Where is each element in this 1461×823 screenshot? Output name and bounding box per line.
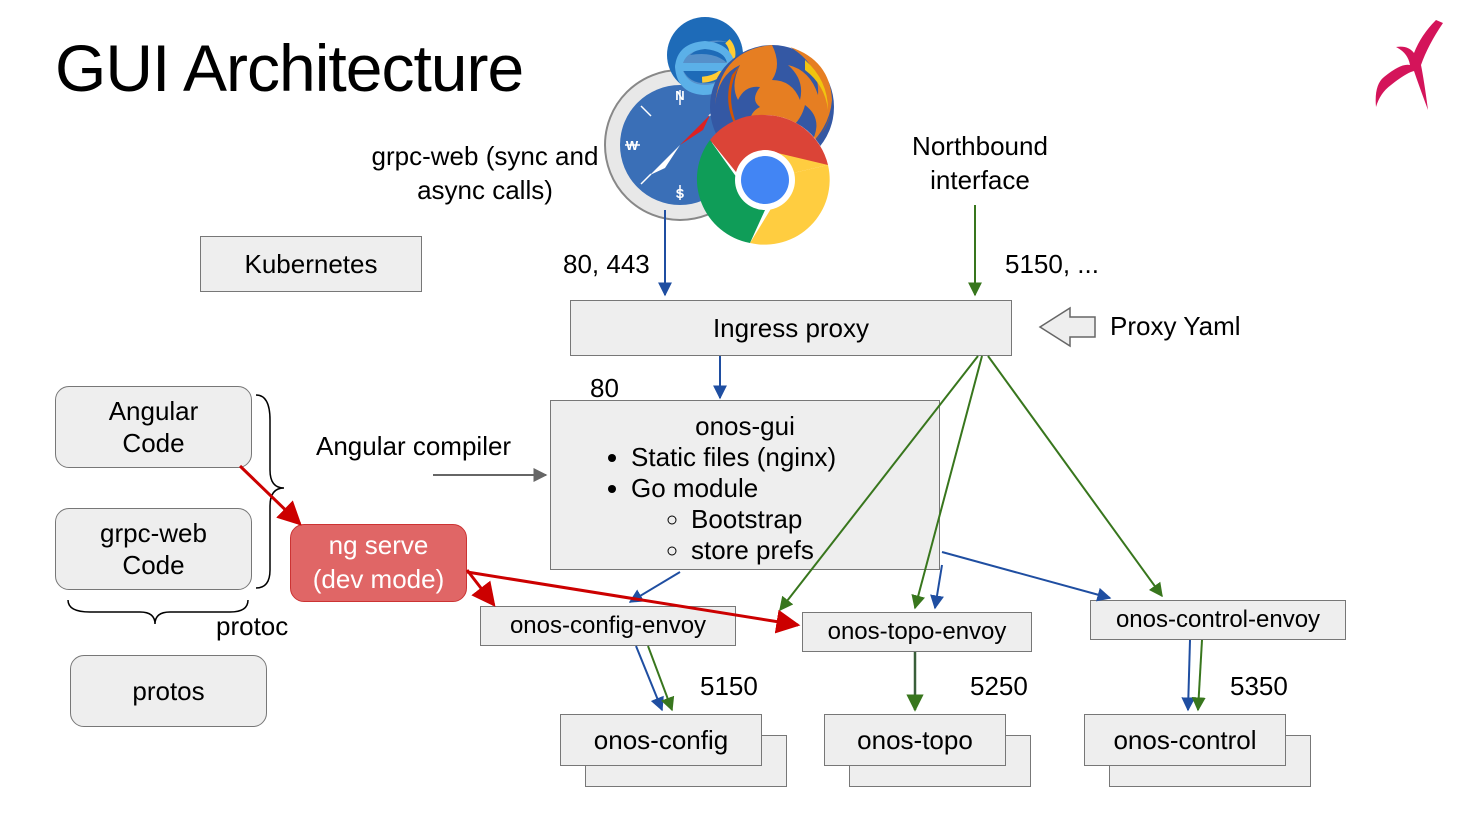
page-title: GUI Architecture	[55, 30, 523, 106]
grpcweb-code-text: grpc-webCode	[100, 517, 207, 582]
port-80-443: 80, 443	[563, 248, 650, 282]
kubernetes-box: Kubernetes	[200, 236, 422, 292]
grpc-web-note: grpc-web (sync and async calls)	[350, 140, 620, 208]
ng-serve-box: ng serve(dev mode)	[290, 524, 467, 602]
onos-gui-title: onos-gui	[571, 411, 919, 442]
port-5250-label: 5250	[970, 670, 1028, 704]
onos-gui-bootstrap: Bootstrap	[691, 504, 919, 535]
onf-bird-logo	[1366, 15, 1446, 120]
onos-gui-go: Go module Bootstrap store prefs	[631, 473, 919, 566]
browser-cluster-icon: N S W E	[580, 15, 845, 250]
port-5150-label: 5150	[700, 670, 758, 704]
onos-config-box: onos-config	[560, 714, 762, 766]
proxy-yaml-label: Proxy Yaml	[1110, 310, 1241, 344]
svg-text:W: W	[626, 138, 639, 153]
ingress-proxy-box: Ingress proxy	[570, 300, 1012, 356]
onos-control-box: onos-control	[1084, 714, 1286, 766]
onos-control-envoy-box: onos-control-envoy	[1090, 600, 1346, 640]
angular-compiler-label: Angular compiler	[316, 430, 511, 464]
svg-text:S: S	[676, 186, 685, 201]
angular-code-box: AngularCode	[55, 386, 252, 468]
onos-topo-envoy-box: onos-topo-envoy	[802, 612, 1032, 652]
port-5150-etc: 5150, ...	[1005, 248, 1099, 282]
port-5350-label: 5350	[1230, 670, 1288, 704]
onos-gui-static: Static files (nginx)	[631, 442, 919, 473]
protos-box: protos	[70, 655, 267, 727]
angular-code-text: AngularCode	[109, 395, 199, 460]
onos-gui-box: onos-gui Static files (nginx) Go module …	[550, 400, 940, 570]
grpcweb-code-box: grpc-webCode	[55, 508, 252, 590]
northbound-label: Northbound interface	[880, 130, 1080, 198]
onos-topo-box: onos-topo	[824, 714, 1006, 766]
svg-text:N: N	[675, 88, 684, 103]
ng-serve-text: ng serve(dev mode)	[313, 529, 445, 597]
onos-gui-prefs: store prefs	[691, 535, 919, 566]
protoc-label: protoc	[216, 610, 288, 644]
onos-config-envoy-box: onos-config-envoy	[480, 606, 736, 646]
